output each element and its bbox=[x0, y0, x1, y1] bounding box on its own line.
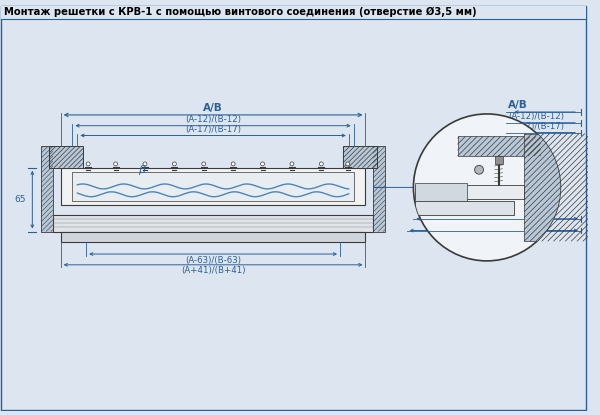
Bar bbox=[415, 201, 514, 215]
Text: A/B: A/B bbox=[508, 100, 528, 110]
Bar bbox=[53, 215, 373, 232]
Bar bbox=[524, 134, 593, 241]
Text: (A-12)/(B-12): (A-12)/(B-12) bbox=[185, 115, 241, 124]
Circle shape bbox=[260, 162, 265, 166]
Bar bbox=[415, 183, 467, 201]
Text: (A-63)/(B-63): (A-63)/(B-63) bbox=[185, 256, 241, 264]
Text: (A-12)/(B-12): (A-12)/(B-12) bbox=[508, 112, 565, 121]
Bar bbox=[49, 146, 83, 168]
Text: A/B: A/B bbox=[203, 103, 223, 113]
Text: (A-17)/(B-17): (A-17)/(B-17) bbox=[508, 122, 565, 131]
Circle shape bbox=[113, 162, 118, 166]
Bar bbox=[61, 168, 365, 205]
Circle shape bbox=[172, 162, 176, 166]
Bar bbox=[495, 156, 503, 164]
Circle shape bbox=[143, 162, 147, 166]
Circle shape bbox=[86, 162, 90, 166]
Text: (A-63)/(B-63): (A-63)/(B-63) bbox=[469, 208, 525, 217]
Text: 65: 65 bbox=[14, 195, 25, 204]
Bar bbox=[41, 146, 53, 232]
Bar bbox=[343, 146, 377, 168]
Text: β: β bbox=[139, 165, 146, 175]
Bar bbox=[415, 186, 524, 199]
Circle shape bbox=[290, 162, 294, 166]
Circle shape bbox=[475, 165, 484, 174]
Text: (A+41)/(B+41): (A+41)/(B+41) bbox=[181, 266, 245, 275]
Text: (A+41)/(B+41): (A+41)/(B+41) bbox=[461, 220, 526, 229]
Bar bbox=[1, 6, 586, 19]
Circle shape bbox=[319, 162, 323, 166]
Circle shape bbox=[202, 162, 206, 166]
Circle shape bbox=[231, 162, 235, 166]
Text: (A-17)/(B-17): (A-17)/(B-17) bbox=[185, 125, 241, 134]
Bar bbox=[73, 172, 353, 201]
Text: Монтаж решетки с КРВ-1 с помощью винтового соединения (отверстие Ø3,5 мм): Монтаж решетки с КРВ-1 с помощью винтово… bbox=[4, 7, 476, 17]
Bar bbox=[458, 137, 541, 156]
Bar bbox=[61, 232, 365, 242]
Bar bbox=[373, 146, 385, 232]
Circle shape bbox=[413, 114, 560, 261]
Circle shape bbox=[346, 162, 350, 166]
